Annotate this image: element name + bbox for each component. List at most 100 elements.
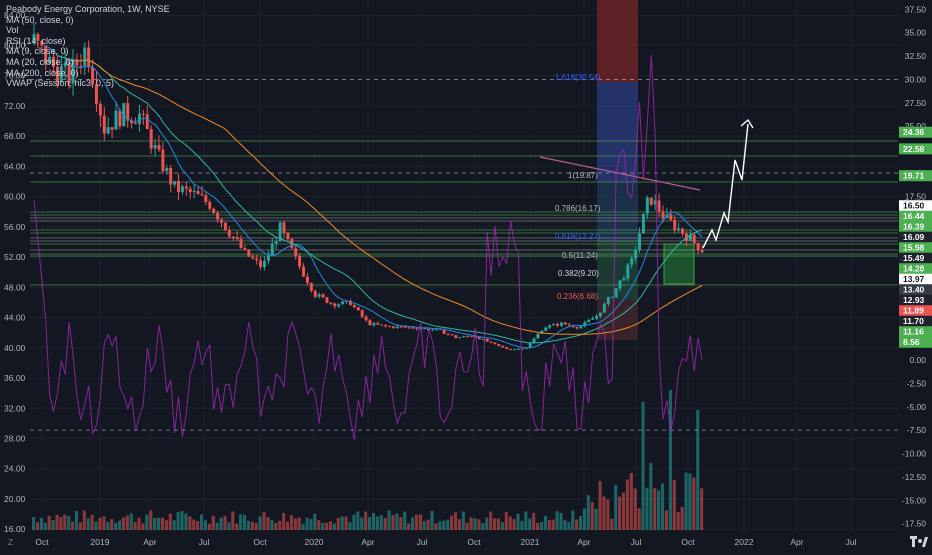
price-tag-bg: [899, 210, 932, 222]
volume-bar: [133, 522, 137, 530]
fib-label: 0.236(6.68): [557, 292, 598, 301]
time-axis-bg: [0, 533, 932, 550]
volume-bar: [282, 512, 286, 530]
volume-bar: [157, 517, 161, 530]
volume-bar: [571, 510, 575, 530]
time-axis-label: Apr: [361, 537, 374, 547]
volume-bar: [289, 515, 293, 530]
candle-body: [266, 255, 270, 261]
volume-bar: [586, 495, 590, 530]
candle-body: [55, 66, 59, 82]
volume-bar: [188, 516, 192, 530]
volume-bar: [215, 522, 219, 530]
candle-body: [102, 115, 106, 134]
candle-body: [516, 348, 520, 350]
candle-body: [442, 329, 446, 334]
candle-body: [528, 343, 532, 349]
candle-body: [505, 347, 509, 350]
candle-body: [661, 211, 665, 218]
volume-bar: [399, 516, 403, 530]
candle-body: [165, 167, 169, 172]
volume-bar: [676, 511, 680, 530]
candle-body: [204, 195, 208, 203]
time-axis-label: Apr: [577, 537, 590, 547]
candle-body: [411, 327, 415, 329]
legend-rsi[interactable]: RSI (14, close): [6, 35, 66, 46]
price-tag-label: 19.71: [903, 171, 925, 181]
candle-body: [329, 302, 333, 304]
volume-bar: [653, 488, 657, 530]
volume-bar: [368, 517, 372, 530]
price-tag-label: 14.28: [903, 264, 925, 274]
volume-bar: [231, 511, 235, 530]
volume-bar: [184, 513, 188, 530]
legend-vol[interactable]: Vol: [6, 25, 19, 36]
grid-lines: [30, 0, 898, 533]
candle-body: [567, 324, 571, 326]
price-tag-label: 13.97: [903, 274, 925, 284]
volume-bar: [516, 513, 520, 530]
candle-body: [223, 222, 227, 231]
volume-bar: [86, 518, 90, 530]
timezone-icon: Z: [8, 538, 13, 547]
candle-body: [282, 222, 286, 233]
candle-body: [634, 249, 638, 259]
time-axis-label: 2020: [305, 537, 324, 547]
volume-bar: [160, 517, 165, 530]
legend-symbol[interactable]: Peabody Energy Corporation, 1W, NYSE: [6, 4, 170, 14]
candle-body: [114, 110, 118, 130]
candle-body: [485, 339, 489, 342]
volume-bar: [446, 519, 450, 530]
volume-bar: [625, 479, 629, 530]
candle-body: [614, 288, 618, 297]
candle-body: [587, 319, 591, 323]
volume-bar: [598, 481, 602, 530]
volume-bar: [82, 510, 86, 530]
candle-body: [83, 47, 87, 66]
right-axis-label: -2.50: [907, 378, 927, 388]
candle-body: [348, 300, 352, 306]
candle-body: [626, 264, 630, 279]
candle-body: [700, 250, 704, 253]
candlesticks: [32, 22, 704, 351]
legend-vwap[interactable]: VWAP (Session, hlc3, 0, 5): [6, 78, 115, 89]
left-axis-label: 20.00: [4, 494, 26, 504]
volume-bar: [71, 521, 75, 530]
left-axis-label: 56.00: [4, 222, 26, 232]
legend-ma9[interactable]: MA (9, close, 0): [6, 46, 69, 57]
candle-body: [130, 120, 134, 124]
price-tag-label: 15.49: [903, 253, 925, 263]
volume-bar: [32, 517, 36, 530]
candle-body: [548, 325, 552, 328]
fib-label: 0.5(11.24): [562, 251, 598, 260]
volume-bar: [649, 463, 653, 530]
fib-label: 0.618(13.27): [555, 232, 601, 241]
time-axis: Oct 2019 Apr Jul Oct 2020 Apr Jul Oct 2021 Apr Jul O…: [0, 533, 932, 550]
candle-body: [481, 339, 485, 341]
time-axis-label: Jul: [631, 537, 642, 547]
price-tag-bg: [899, 284, 932, 296]
left-axis-label: 84.00: [4, 10, 26, 20]
volume-bar: [129, 513, 133, 530]
legend-ma50[interactable]: MA (50, close, 0): [6, 14, 74, 25]
volume-bar: [207, 523, 211, 530]
candle-body: [591, 318, 595, 320]
volume-bar: [313, 513, 317, 530]
volume-bar: [407, 523, 411, 530]
volume-bar: [500, 522, 504, 530]
candle-body: [79, 65, 83, 67]
price-tag-label: 12.93: [903, 295, 925, 305]
legend-ma200[interactable]: MA (200, close, 0): [6, 67, 79, 78]
candle-body: [184, 186, 188, 189]
volume-bar: [629, 473, 633, 530]
candle-body: [91, 66, 95, 85]
candle-body: [48, 56, 52, 64]
price-tag-label: 11.70: [903, 316, 924, 326]
candle-body: [192, 190, 196, 193]
volume-bar: [121, 517, 125, 530]
volume-bar: [578, 516, 583, 530]
legend-ma20[interactable]: MA (20, close, 0): [6, 56, 74, 67]
candle-body: [352, 305, 356, 308]
